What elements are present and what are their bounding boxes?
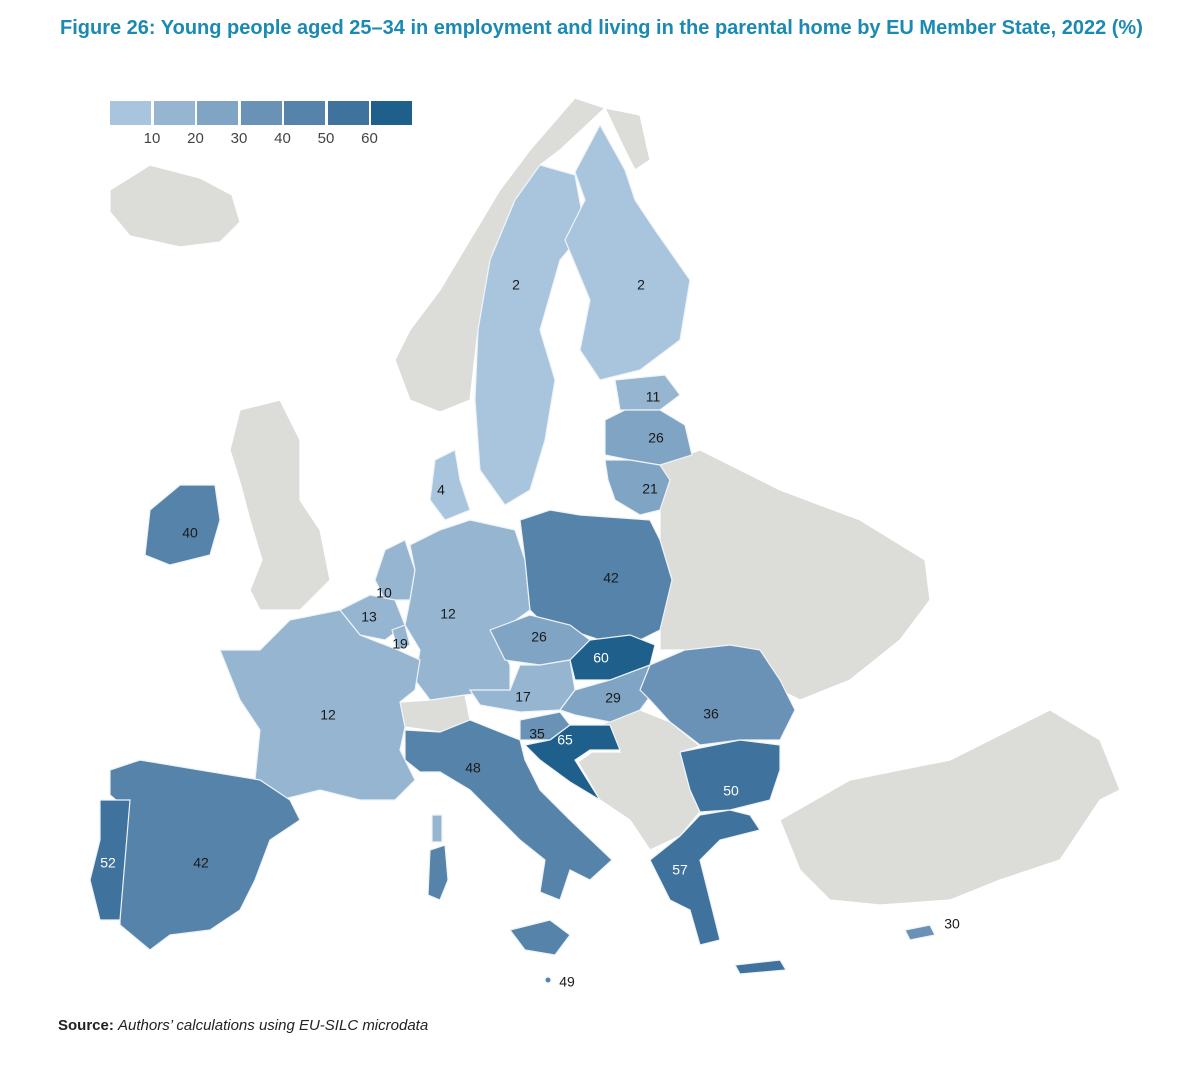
iceland	[109, 164, 241, 248]
country-finland	[564, 123, 691, 381]
value-label-luxembourg: 19	[392, 636, 408, 652]
value-label-ireland: 40	[182, 525, 198, 541]
value-label-estonia: 11	[646, 389, 661, 405]
legend-tick-label: 10	[143, 130, 161, 147]
value-label-cyprus: 30	[944, 916, 960, 932]
legend-swatch	[197, 101, 238, 125]
value-label-portugal: 52	[100, 855, 116, 871]
value-label-czechia: 26	[531, 629, 547, 645]
turkey	[779, 709, 1121, 906]
legend-tick-label: 60	[361, 130, 378, 147]
value-label-netherlands: 10	[376, 585, 392, 601]
value-labels: 2 2 11 26 21 4 40 10 13 19 12 42 26 60 1…	[100, 277, 960, 990]
country-malta	[544, 976, 552, 984]
eu-member-states	[89, 123, 936, 984]
country-bulgaria	[679, 739, 781, 813]
country-austria	[468, 659, 576, 713]
value-label-croatia: 65	[557, 732, 573, 748]
value-label-greece: 57	[672, 862, 688, 878]
country-italy	[427, 844, 449, 901]
value-label-sweden: 2	[512, 277, 520, 293]
legend-tick-label: 30	[230, 130, 248, 147]
country-croatia	[523, 724, 621, 801]
value-label-poland: 42	[603, 570, 619, 586]
value-label-hungary: 29	[605, 690, 621, 706]
source-text: Authors’ calculations using EU-SILC micr…	[118, 1017, 429, 1034]
country-slovakia	[569, 634, 656, 681]
country-italy	[404, 719, 613, 901]
legend-swatch	[240, 101, 282, 125]
value-label-belgium: 13	[361, 609, 377, 625]
legend-swatch	[284, 101, 325, 125]
russia-north	[603, 107, 651, 171]
legend-tick-label: 50	[317, 130, 335, 147]
legend-swatch	[153, 101, 195, 125]
country-denmark	[429, 449, 471, 521]
legend-tick-label: 20	[187, 130, 204, 147]
country-germany	[404, 519, 531, 701]
value-label-slovakia: 60	[593, 650, 609, 666]
value-label-bulgaria: 50	[723, 783, 739, 799]
country-poland	[519, 509, 673, 641]
value-label-lithuania: 21	[642, 481, 658, 497]
country-greece	[734, 959, 788, 975]
value-label-latvia: 26	[648, 430, 664, 446]
country-estonia	[614, 374, 681, 411]
value-label-slovenia: 35	[529, 726, 545, 742]
value-label-italy: 48	[465, 760, 481, 776]
country-france	[431, 814, 443, 843]
figure-title: Figure 26: Young people aged 25–34 in em…	[60, 17, 1143, 39]
legend-tick-label: 40	[274, 130, 291, 147]
country-france	[219, 609, 421, 801]
country-greece	[649, 809, 761, 946]
source-note: Source: Authors’ calculations using EU-S…	[58, 1017, 428, 1034]
country-lithuania	[604, 459, 671, 516]
value-label-spain: 42	[193, 855, 209, 871]
legend-swatch	[110, 101, 151, 125]
non-eu-countries	[109, 97, 1121, 906]
value-label-romania: 36	[703, 706, 719, 722]
value-label-finland: 2	[637, 277, 645, 293]
united-kingdom	[229, 399, 331, 611]
country-latvia	[604, 409, 693, 466]
legend-swatch	[371, 101, 412, 125]
value-label-malta: 49	[559, 974, 575, 990]
country-italy	[508, 919, 571, 956]
country-ireland	[144, 484, 221, 566]
legend-swatch	[327, 101, 369, 125]
value-label-denmark: 4	[437, 482, 445, 498]
source-label: Source:	[58, 1017, 114, 1034]
value-label-germany: 12	[440, 606, 456, 622]
country-luxembourg	[391, 624, 411, 651]
country-portugal	[89, 799, 131, 921]
country-cyprus	[904, 924, 936, 941]
country-romania	[639, 644, 796, 746]
country-hungary	[559, 664, 663, 723]
norway	[394, 97, 607, 413]
value-label-france: 12	[320, 707, 336, 723]
value-label-austria: 17	[515, 689, 531, 705]
